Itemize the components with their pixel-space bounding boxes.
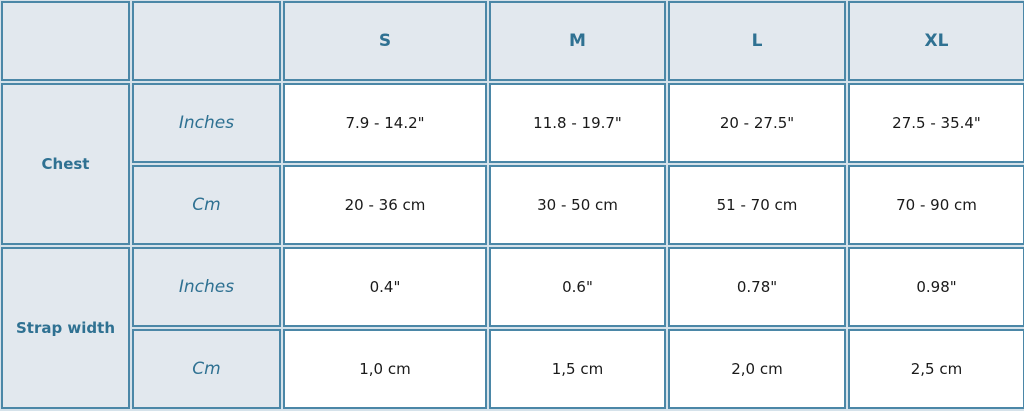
value-cell: 1,0 cm	[283, 329, 487, 409]
value-cell: 11.8 - 19.7"	[489, 83, 666, 163]
group-label-chest: Chest	[1, 83, 130, 245]
value-cell: 0.6"	[489, 247, 666, 327]
size-header-s: S	[283, 1, 487, 81]
unit-label: Cm	[132, 329, 281, 409]
value-cell: 51 - 70 cm	[668, 165, 846, 245]
table-row: Cm 1,0 cm 1,5 cm 2,0 cm 2,5 cm	[1, 329, 1024, 409]
empty-header-cell	[132, 1, 281, 81]
value-cell: 30 - 50 cm	[489, 165, 666, 245]
table-row: Chest Inches 7.9 - 14.2" 11.8 - 19.7" 20…	[1, 83, 1024, 245]
header-row: S M L XL	[1, 1, 1024, 81]
value-cell: 27.5 - 35.4"	[848, 83, 1024, 163]
value-cell: 0.78"	[668, 247, 846, 327]
empty-header-cell	[1, 1, 130, 81]
value-cell: 2,5 cm	[848, 329, 1024, 409]
table-row: Cm 20 - 36 cm 30 - 50 cm 51 - 70 cm 70 -…	[1, 165, 1024, 245]
unit-label: Cm	[132, 165, 281, 245]
size-header-m: M	[489, 1, 666, 81]
group-label-strap-width: Strap width	[1, 247, 130, 409]
value-cell: 0.4"	[283, 247, 487, 327]
value-cell: 7.9 - 14.2"	[283, 83, 487, 163]
value-cell: 70 - 90 cm	[848, 165, 1024, 245]
value-cell: 2,0 cm	[668, 329, 846, 409]
size-header-xl: XL	[848, 1, 1024, 81]
value-cell: 0.98"	[848, 247, 1024, 327]
value-cell: 20 - 36 cm	[283, 165, 487, 245]
unit-label: Inches	[132, 247, 281, 327]
table-row: Strap width Inches 0.4" 0.6" 0.78" 0.98"	[1, 247, 1024, 409]
size-header-l: L	[668, 1, 846, 81]
value-cell: 20 - 27.5"	[668, 83, 846, 163]
value-cell: 1,5 cm	[489, 329, 666, 409]
unit-label: Inches	[132, 83, 281, 163]
